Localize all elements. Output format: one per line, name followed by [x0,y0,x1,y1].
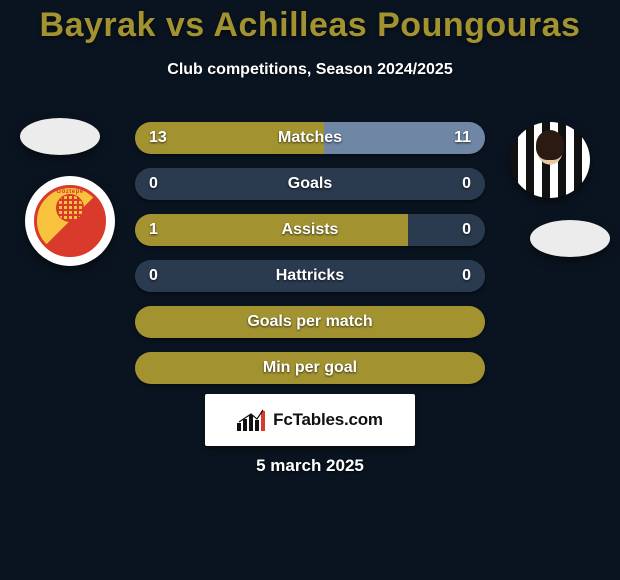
stat-label: Assists [135,221,485,239]
stat-value-right: 0 [462,168,471,200]
stat-row-goals-per-match: Goals per match [135,306,485,338]
stat-value-left: 0 [149,168,158,200]
stat-label: Goals per match [135,313,485,331]
player-right-silhouette [530,220,610,257]
stat-row-matches: Matches13 11 [135,122,485,154]
player-left-silhouette [20,118,100,155]
stat-value-left: 1 [149,214,158,246]
stats-panel: Matches1311Goals00Assists10Hattricks00Go… [135,122,485,398]
stat-label: Min per goal [135,359,485,377]
stat-value-left: 13 [149,122,167,154]
goztepe-badge-icon: Göztepe [34,185,106,257]
watermark-text: FcTables.com [273,410,383,430]
generated-date: 5 march 2025 [0,456,620,476]
player-right-photo [510,122,590,198]
stat-value-right: 0 [462,260,471,292]
player-left-club-badge: Göztepe [25,176,115,266]
page-title: Bayrak vs Achilleas Poungouras [0,0,620,45]
stat-row-min-per-goal: Min per goal [135,352,485,384]
stat-row-hattricks: Hattricks0 0 [135,260,485,292]
page-subtitle: Club competitions, Season 2024/2025 [0,61,620,79]
watermark-chart-icon [237,409,265,431]
stat-value-right: 0 [462,214,471,246]
stat-row-goals: Goals0 0 [135,168,485,200]
stat-label: Hattricks [135,267,485,285]
stat-label: Matches [135,129,485,147]
stat-label: Goals [135,175,485,193]
stat-value-left: 0 [149,260,158,292]
watermark: FcTables.com [205,394,415,446]
stat-row-assists: Assists1 0 [135,214,485,246]
club-badge-label: Göztepe [56,189,83,195]
stat-value-right: 11 [454,122,471,154]
